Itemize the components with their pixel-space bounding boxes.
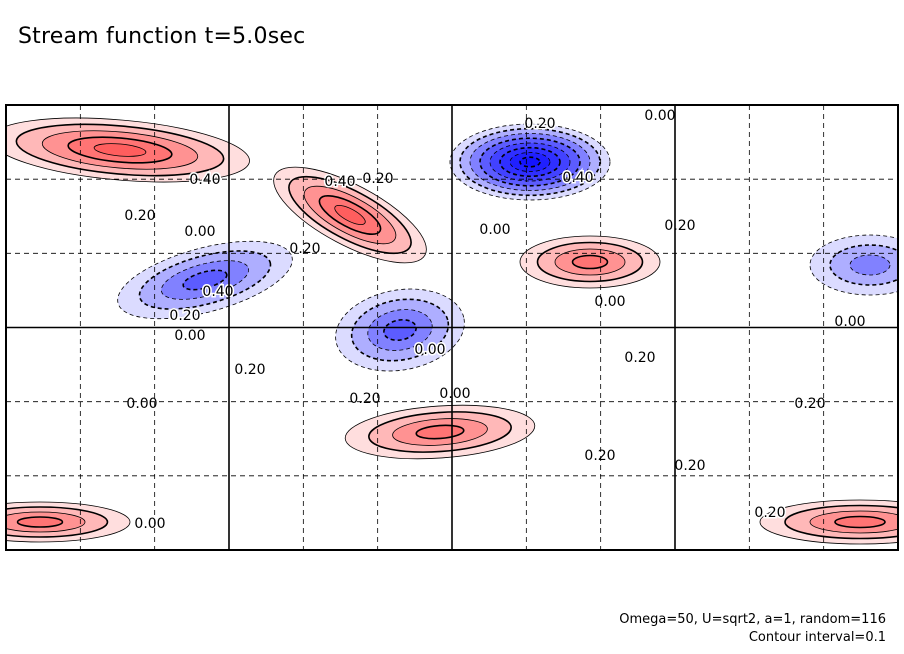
contour-label: 0.00 [644,108,675,124]
extremum-positive-upper-left-center [273,166,427,264]
chart-title: Stream function t=5.0sec [18,24,306,49]
extremum-negative-top-center [449,123,611,201]
contour-level-neg-0.4 [182,269,228,291]
extremum-positive-bottom-left [6,501,131,543]
contour-label: 0.00 [479,222,510,238]
contour-label: 0.20 [754,505,785,521]
contour-label: 0.20 [624,350,655,366]
extremum-positive-lower-center [344,404,536,460]
contour-level-pos-0.4 [571,254,609,270]
contour-label: 0.00 [126,396,157,412]
contour-label: 0.00 [174,328,205,344]
contour-level-pos-0.4 [834,515,886,529]
contour-level-pos-0.5 [334,205,366,225]
contour-label: 0.20 [289,241,320,257]
extremum-positive-bottom-right [759,499,898,545]
contour-label: 0.20 [524,116,555,132]
contour-label: 0.20 [169,308,200,324]
contour-level-neg-0.8 [519,156,541,168]
contour-label: 0.20 [124,208,155,224]
contour-label: 0.20 [664,218,695,234]
contour-label: 0.20 [349,391,380,407]
extremum-negative-right-middle [809,234,898,296]
contour-label: 0.20 [584,448,615,464]
contour-level-neg-0.2 [829,244,898,286]
contour-level-neg-0.3 [849,254,891,276]
contour-label: 0.00 [134,516,165,532]
contour-level-neg-0.1 [809,234,898,296]
contour-label: 0.00 [184,224,215,240]
contour-label: 0.40 [189,172,220,188]
contour-label: 0.00 [594,294,625,310]
contour-label: 0.00 [439,386,470,402]
contour-interval-note: Contour interval=0.1 [748,630,886,645]
contour-level-pos-0.4 [16,516,64,528]
contour-label: 0.00 [414,342,445,358]
parameters-note: Omega=50, U=sqrt2, a=1, random=116 [619,612,886,627]
extremum-negative-left-middle [117,240,293,320]
contour-label: 0.40 [562,170,593,186]
contour-label: 0.20 [674,458,705,474]
contour-level-pos-0.5 [93,143,147,157]
extremum-negative-center [335,288,465,372]
contour-label: 0.20 [794,396,825,412]
plot-frame [5,104,899,551]
extremum-positive-top-left [6,117,250,183]
extremum-positive-center-right [519,235,661,289]
contour-label: 0.40 [202,284,233,300]
contour-label: 0.40 [324,174,355,190]
contour-label: 0.20 [234,362,265,378]
